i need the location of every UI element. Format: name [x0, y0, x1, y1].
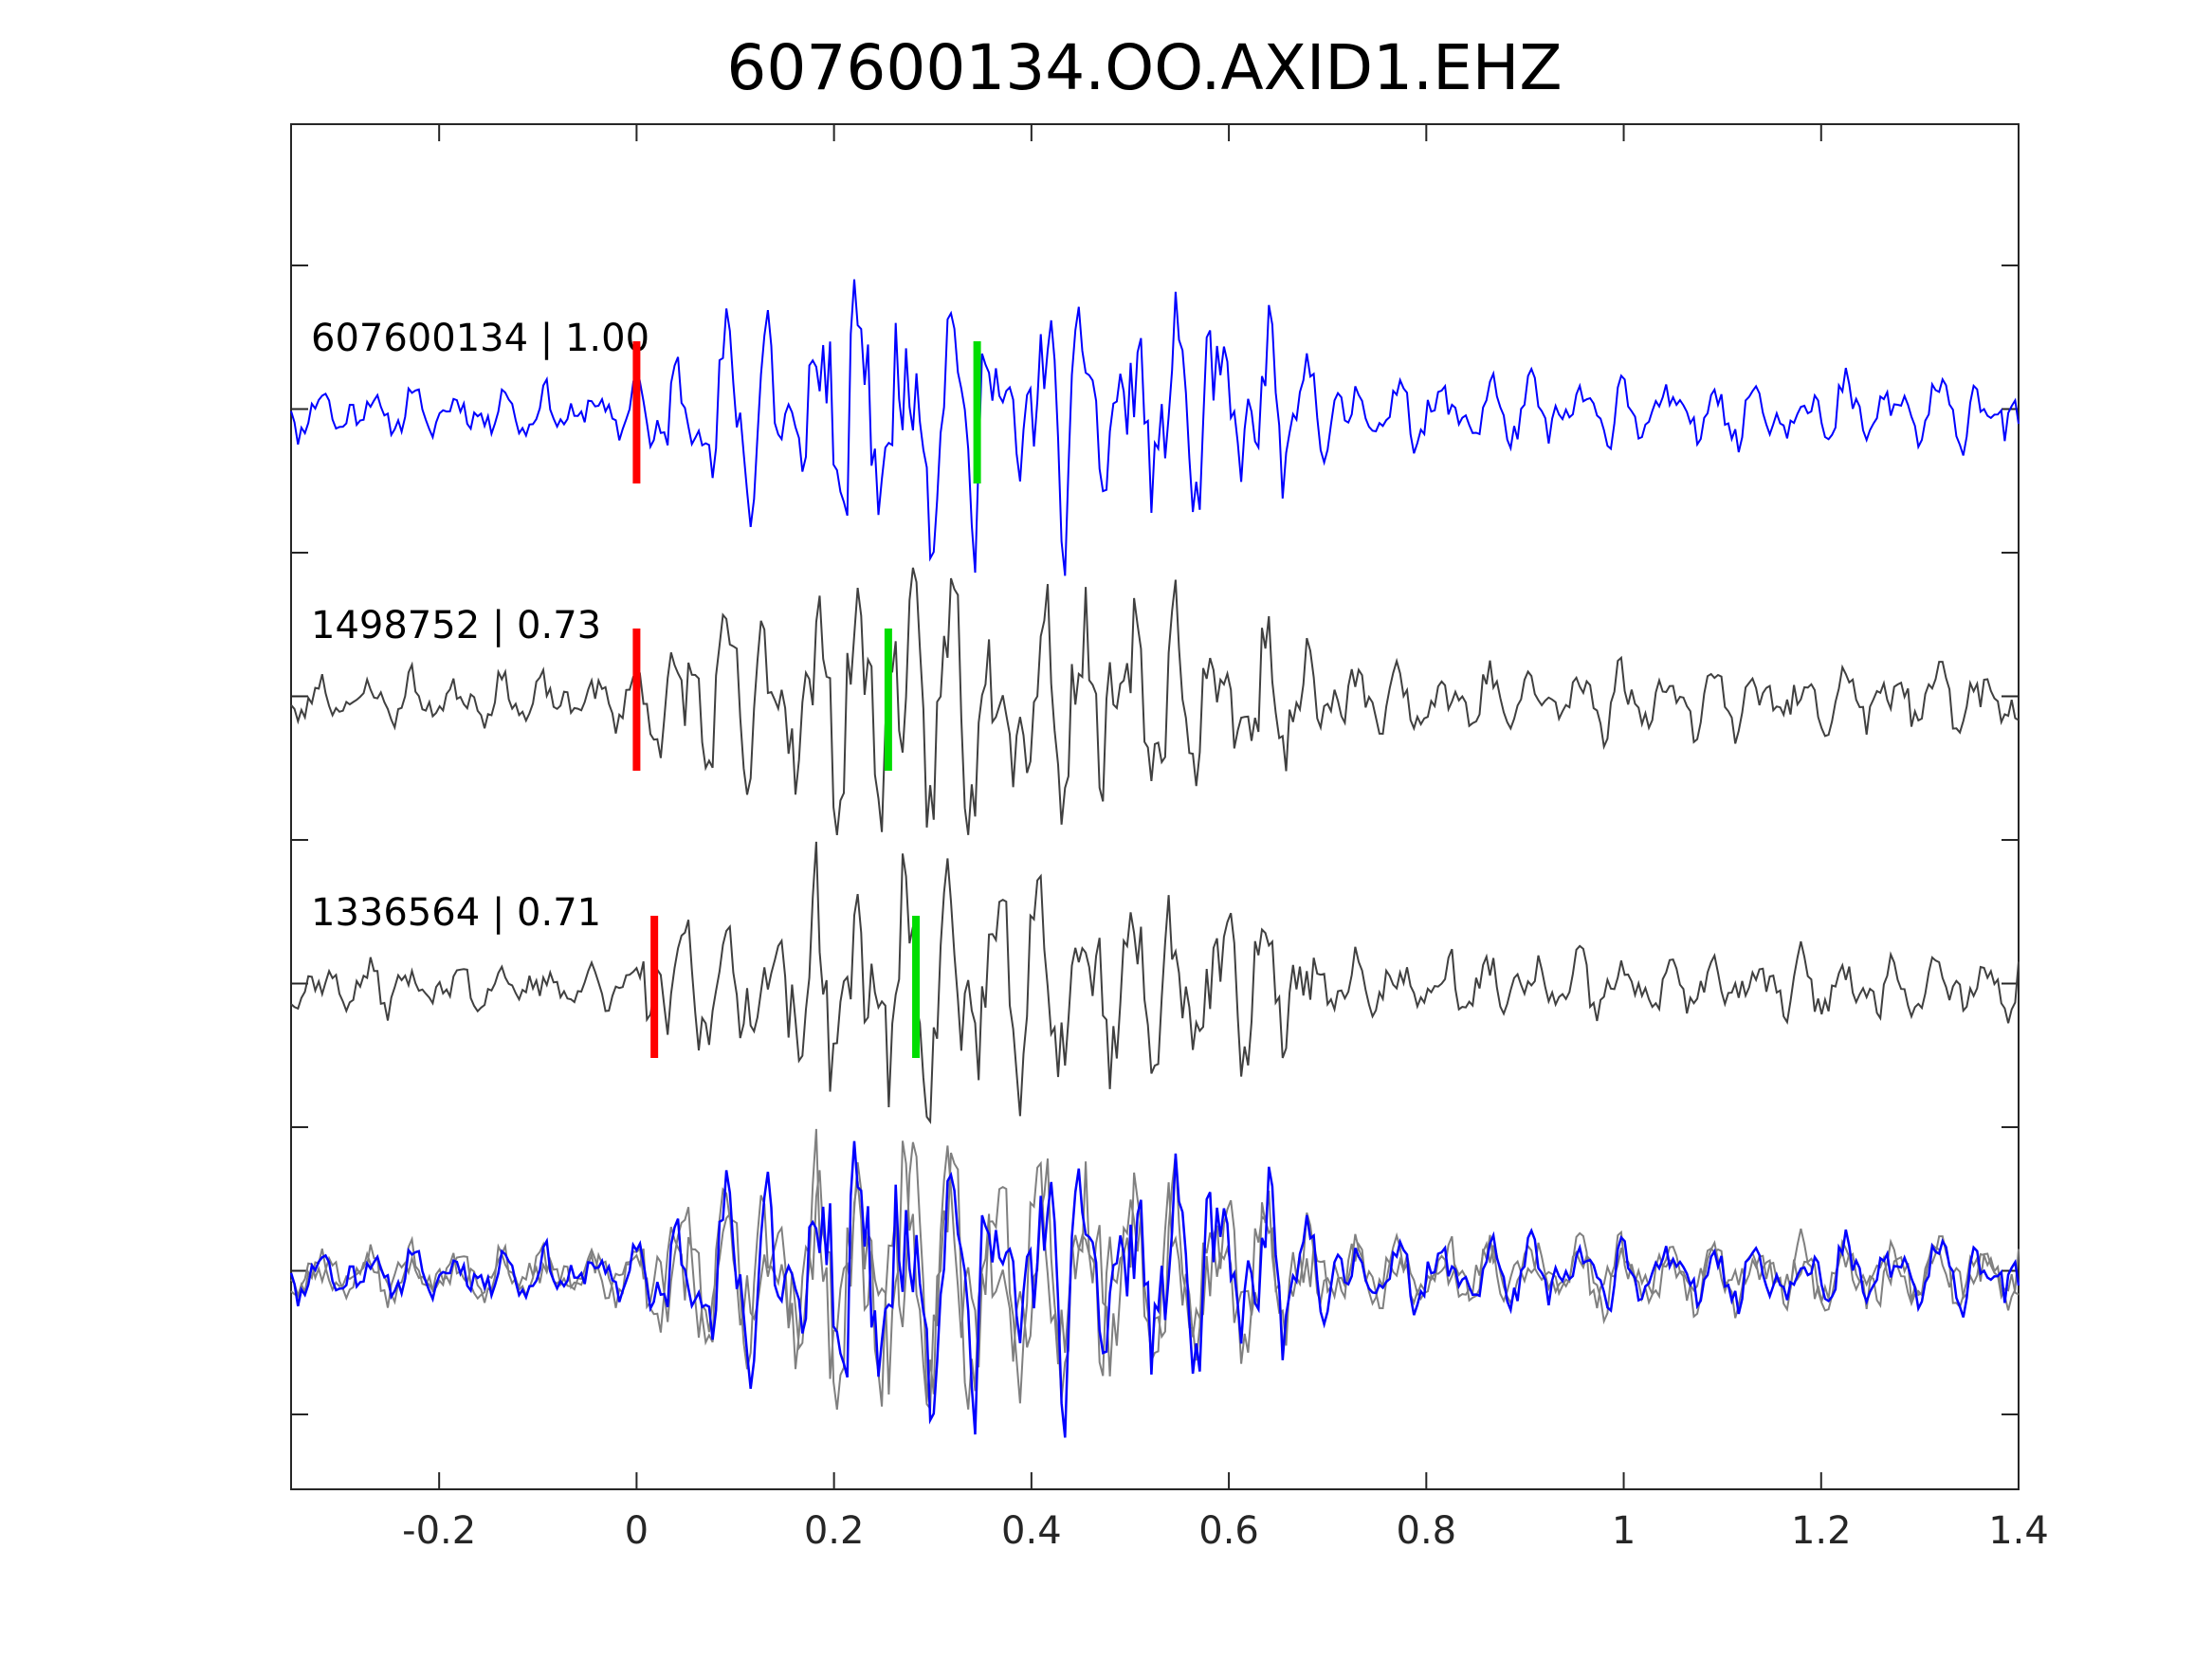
x-tick-labels: -0.2 0 0.2 0.4 0.6 0.8 1 1.2 1.4 [402, 1509, 2049, 1553]
x-tick-label: 0 [625, 1509, 649, 1553]
chart-title: 607600134.OO.AXID1.EHZ [726, 31, 1562, 104]
trace-label: 1336564 | 0.71 [311, 891, 601, 935]
x-tick-label: 0.8 [1397, 1509, 1457, 1553]
trace-label: 607600134 | 1.00 [311, 317, 649, 360]
x-tick-label: 0.4 [1001, 1509, 1062, 1553]
axis-ticks [291, 124, 2020, 1489]
trace-line [290, 841, 2020, 1125]
overlay-trace-line [290, 1128, 2020, 1413]
x-tick-label: -0.2 [402, 1509, 476, 1553]
phase-picks [632, 341, 981, 1058]
x-tick-label: 1.2 [1791, 1509, 1852, 1553]
trace-line [290, 279, 2020, 576]
trace-label: 1498752 | 0.73 [311, 604, 601, 647]
trace-labels: 607600134 | 1.00 1498752 | 0.73 1336564 | … [311, 317, 649, 935]
overlay-trace-line [289, 1140, 2020, 1438]
waveform-traces [289, 279, 2020, 1438]
x-tick-label: 0.6 [1198, 1509, 1259, 1553]
x-tick-label: 0.2 [804, 1509, 865, 1553]
trace-line [290, 567, 2020, 836]
plot-area [290, 123, 2020, 1490]
x-tick-label: 1.4 [1988, 1509, 2049, 1553]
x-tick-label: 1 [1612, 1509, 1636, 1553]
